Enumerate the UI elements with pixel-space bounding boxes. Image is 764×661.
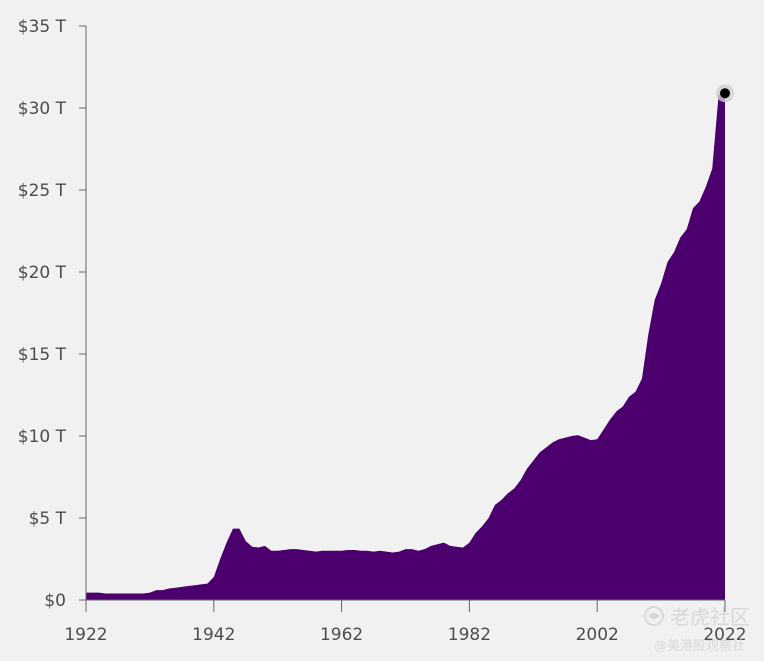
- y-axis: $0 $5 T $10 T $15 T $20 T $25 T $30 T $35 T: [18, 17, 86, 611]
- x-axis: 1922 1942 1962 1982 2002 2022: [64, 600, 747, 645]
- y-tick-label: $20 T: [18, 263, 67, 283]
- x-tick-label: 1922: [64, 625, 107, 645]
- x-tick-label: 2002: [576, 625, 619, 645]
- watermark-handle: @美港股观察社: [654, 638, 745, 654]
- y-tick-label: $10 T: [18, 427, 67, 447]
- endpoint-marker[interactable]: [720, 88, 730, 99]
- tiger-logo-icon: [644, 606, 664, 626]
- watermark-brand: 老虎社区: [670, 605, 750, 629]
- x-tick-label: 1982: [448, 625, 491, 645]
- y-tick-label: $25 T: [18, 181, 67, 201]
- y-tick-label: $30 T: [18, 99, 67, 119]
- watermark: 老虎社区 @美港股观察社: [644, 605, 750, 654]
- x-tick-label: 2022: [703, 625, 746, 645]
- y-tick-label: $35 T: [18, 17, 67, 37]
- x-tick-label: 1942: [192, 625, 235, 645]
- area-series: [86, 93, 725, 601]
- y-tick-label: $5 T: [29, 509, 67, 529]
- endpoint-marker-group: [716, 84, 734, 103]
- x-tick-label: 1962: [320, 625, 363, 645]
- y-tick-label: $0: [44, 591, 66, 611]
- y-tick-label: $15 T: [18, 345, 67, 365]
